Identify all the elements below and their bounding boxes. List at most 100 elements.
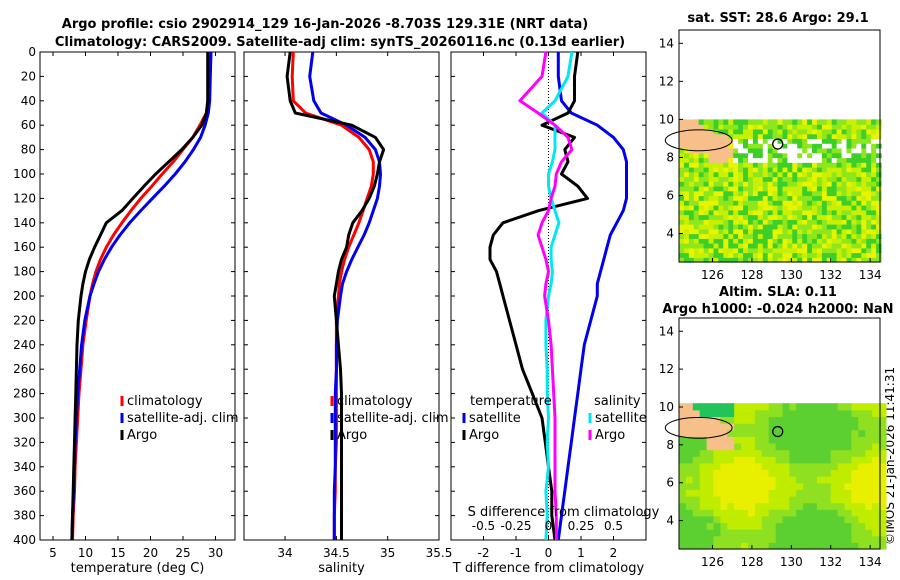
map-cell [698,119,705,125]
map-cell [743,124,749,130]
map-cell [693,181,700,187]
map-cell [861,133,867,139]
map-cell [752,162,759,168]
map-cell [810,515,818,524]
map-cell [821,252,828,258]
map-cell [768,476,777,484]
map-cell [767,247,774,254]
map-cell [830,489,839,497]
depth-tick-label: 160 [13,240,36,254]
map-cell [802,171,808,178]
map-cell [703,219,710,225]
map-cell [698,181,705,187]
map-cell [748,181,754,187]
map-cell [826,124,833,130]
map-cell [792,166,798,173]
map-cell [775,515,784,524]
map-cell [777,171,783,178]
map-cell [733,138,739,144]
map-cell [752,143,759,149]
map-cell [782,176,788,182]
map-cell [836,128,843,135]
map-cell [826,247,833,254]
map-cell [698,124,705,130]
map-cell [713,185,719,192]
map-cell [796,403,804,411]
map-cell [802,128,808,135]
map-cell [858,476,866,484]
map-cell [738,185,744,192]
map-cell [807,214,813,220]
map-cell [775,416,784,424]
map-cell [708,228,715,235]
map-cell [761,542,770,550]
map-cell [741,409,749,417]
map-cell [723,219,729,225]
map-cell [723,128,729,135]
map-cell [792,138,798,144]
map-cell [748,403,756,411]
map-cell [688,252,695,258]
map-cell [692,522,701,530]
map-cell [810,496,818,504]
map-cell [807,195,813,201]
map-cell [865,509,873,517]
map-cell [823,462,832,470]
map-cell [713,429,721,437]
depth-tick-label: 200 [13,289,36,303]
map-cell [748,209,754,216]
map-cell [802,143,808,149]
map-cell [688,195,695,201]
map-cell [851,138,857,144]
map-cell [738,247,744,254]
map-cell [772,147,779,154]
map-cell [693,166,700,173]
map-cell [768,436,777,444]
map-cell [713,502,721,510]
map-cell [708,138,715,144]
map-cell [698,138,705,144]
map-cell [782,228,788,235]
map-cell [733,238,739,244]
map-cell [816,205,823,211]
map-cell [718,185,724,192]
map-cell [727,522,735,530]
map-cell [823,522,832,530]
map-cell [865,515,873,524]
map-cell [713,469,721,477]
map-cell [816,157,823,163]
map-cell [837,436,846,444]
map-cell [727,529,735,537]
map-cell [807,247,813,254]
map-cell [754,496,763,504]
s-tick-label: 0.25 [568,519,595,533]
map-cell [699,416,708,424]
map-cell [761,436,770,444]
map-cell [692,482,701,490]
map-cell [851,542,859,550]
map-cell [841,119,848,125]
map-cell [782,162,788,168]
depth-tick-label: 260 [13,362,36,376]
map-cell [720,489,728,497]
map-cell [844,535,852,543]
map-cell [837,496,846,504]
map-cell [762,152,769,159]
map-cell [876,233,882,239]
map-cell [693,152,700,159]
map-cell [837,429,846,437]
map-cell [846,119,852,125]
map-cell [741,436,749,444]
map-sla-title2: Argo h1000: -0.024 h2000: NaN [662,302,893,317]
map-cell [866,195,872,201]
map-cell [768,535,777,543]
map-cell [861,162,867,168]
map-cell [831,143,838,149]
figure-title-line2: Climatology: CARS2009. Satellite-adj cli… [55,35,625,50]
map-cell [844,462,852,470]
map-cell [767,157,774,163]
map-cell [844,403,852,411]
map-cell [693,247,700,254]
map-cell [856,224,862,230]
